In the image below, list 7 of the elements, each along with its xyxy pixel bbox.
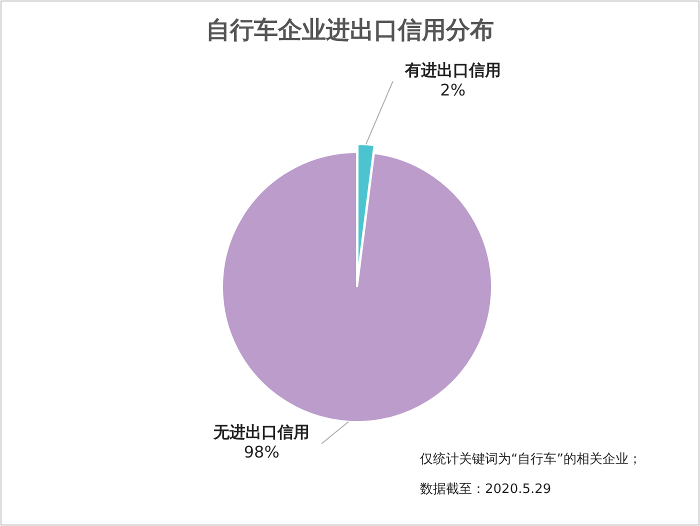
data-label: 2% [440,80,466,100]
text: 数据截至：2020.5.29 [420,482,552,497]
slice-label: 无进出口信用 [212,422,310,442]
slice-label: 有进出口信用 [404,60,501,80]
data-label: 98% [244,442,280,462]
text: 仅统计关键词为“自行车”的相关企业； [420,452,642,467]
chart-title: 自行车企业进出口信用分布 [206,16,494,44]
